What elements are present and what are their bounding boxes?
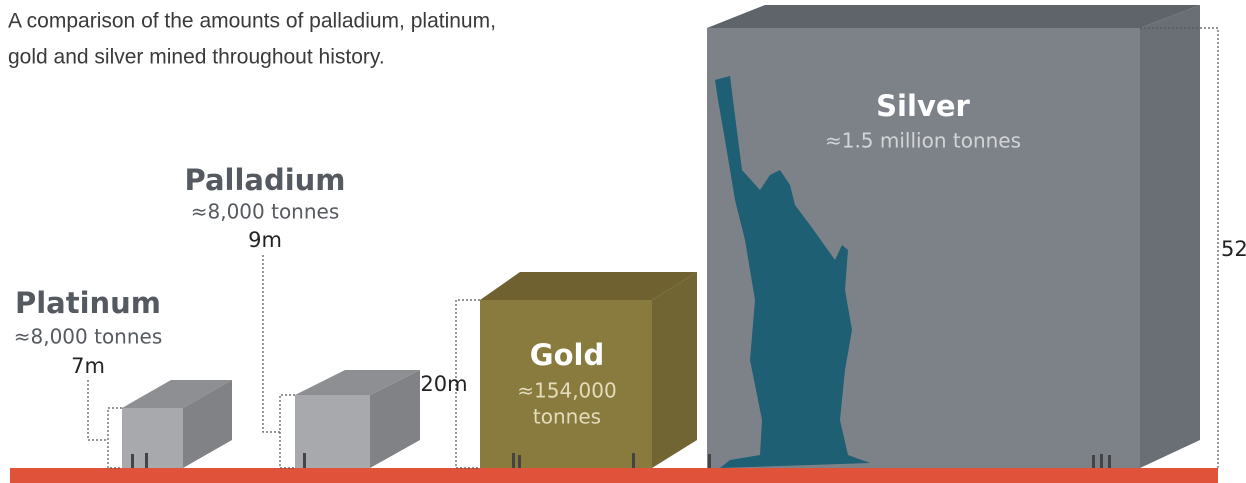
item-name: Gold [530, 338, 604, 372]
item-amount: tonnes [533, 405, 601, 429]
intro-line: A comparison of the amounts of palladium… [8, 10, 496, 33]
statue-silhouette [715, 76, 870, 468]
item-height: 7m [71, 354, 105, 378]
item-name: Platinum [15, 286, 161, 320]
item-name: Palladium [184, 163, 345, 197]
item-height: 52m [1221, 237, 1246, 261]
intro-line: gold and silver mined throughout history… [8, 46, 385, 69]
palladium-cube [295, 370, 420, 468]
item-height: 9m [248, 228, 282, 252]
item-amount: ≈1.5 million tonnes [825, 129, 1021, 153]
item-name: Silver [876, 89, 970, 123]
people [131, 453, 1111, 468]
item-amount: ≈154,000 [517, 379, 616, 403]
measure-lines [87, 27, 1219, 469]
platinum-cube [122, 380, 232, 468]
item-amount: ≈8,000 tonnes [191, 200, 340, 224]
gold-cube [480, 272, 697, 468]
item-amount: ≈8,000 tonnes [14, 325, 163, 349]
ground [10, 468, 1218, 483]
item-height: 20m [420, 372, 467, 396]
